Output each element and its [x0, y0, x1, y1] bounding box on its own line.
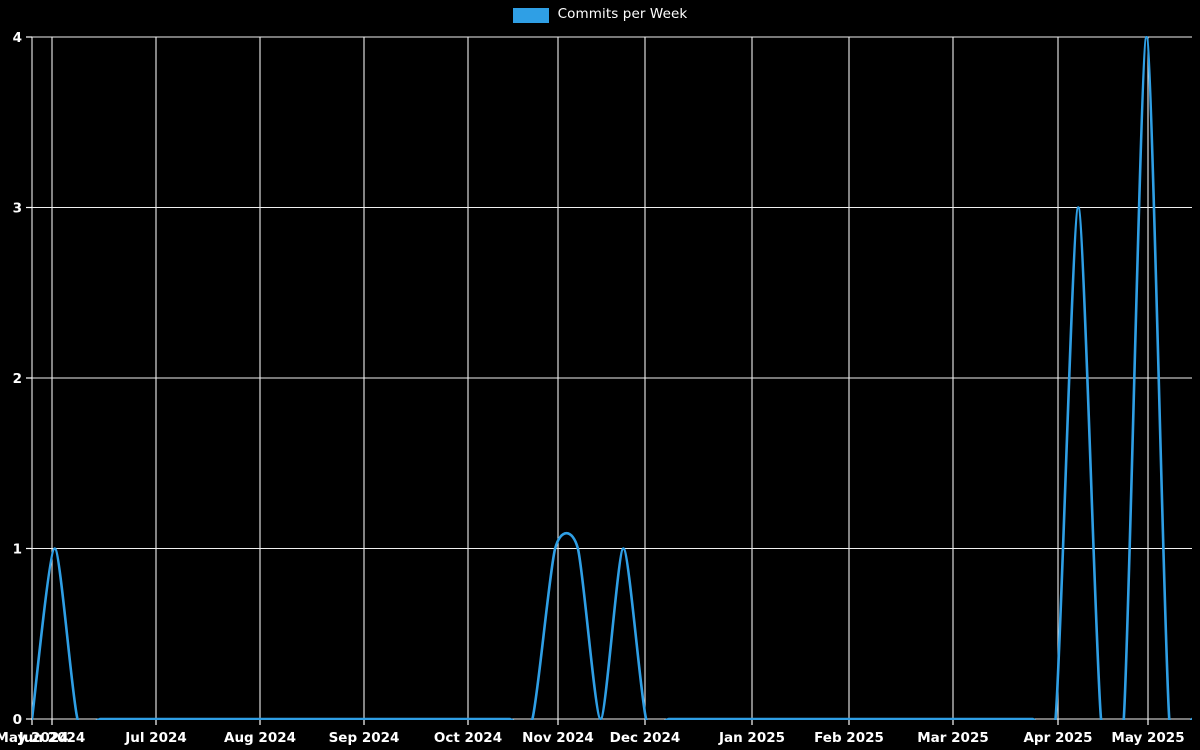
x-tick-label: Sep 2024 — [329, 730, 400, 746]
y-tick-label: 1 — [13, 542, 22, 558]
x-tick-label: Oct 2024 — [434, 730, 502, 746]
x-tick-label: Jan 2025 — [718, 730, 785, 746]
y-tick-label: 2 — [13, 371, 22, 387]
y-tick-label: 0 — [13, 712, 22, 728]
y-tick-label: 4 — [13, 30, 22, 46]
x-tick-label: May 2024 — [0, 730, 69, 746]
x-tick-label: May 2025 — [1111, 730, 1184, 746]
series-line-commits-per-week — [32, 36, 1192, 720]
y-tick-label: 3 — [13, 201, 22, 217]
x-tick-label: Jul 2024 — [124, 730, 187, 746]
y-axis: 0 1 2 3 4 — [13, 30, 32, 728]
legend-swatch-commits-per-week — [512, 7, 549, 23]
gridlines — [31, 36, 1192, 720]
legend-label-commits-per-week: Commits per Week — [557, 6, 688, 23]
x-tick-label: Jun 2024 — [18, 730, 86, 746]
x-tick-label: Mar 2025 — [917, 730, 988, 746]
x-tick-label: Nov 2024 — [522, 730, 594, 746]
x-tick-label: Aug 2024 — [224, 730, 296, 746]
x-tick-label: Apr 2025 — [1023, 730, 1092, 746]
x-tick-label: Dec 2024 — [610, 730, 681, 746]
x-tick-label: Feb 2025 — [814, 730, 884, 746]
chart-legend: Commits per Week — [0, 0, 1200, 30]
